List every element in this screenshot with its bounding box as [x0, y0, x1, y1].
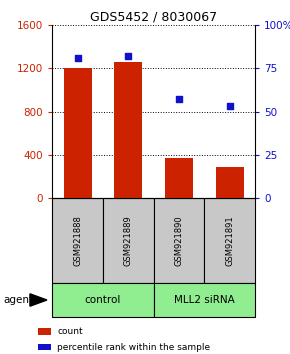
Bar [154, 283, 255, 317]
Bar [52, 198, 103, 283]
Text: MLL2 siRNA: MLL2 siRNA [174, 295, 235, 305]
Bar [216, 167, 244, 198]
Text: percentile rank within the sample: percentile rank within the sample [57, 343, 211, 352]
Title: GDS5452 / 8030067: GDS5452 / 8030067 [90, 11, 217, 24]
Bar [103, 198, 154, 283]
Polygon shape [30, 294, 47, 306]
Bar [52, 283, 154, 317]
Bar [154, 198, 204, 283]
Bar [38, 328, 51, 335]
Text: agent: agent [3, 295, 33, 305]
Bar [204, 198, 255, 283]
Bar [38, 344, 51, 350]
Point [177, 97, 182, 102]
Bar [64, 68, 92, 198]
Point [227, 103, 232, 109]
Text: GSM921889: GSM921889 [124, 215, 133, 266]
Text: GSM921891: GSM921891 [225, 215, 234, 266]
Text: control: control [85, 295, 121, 305]
Point [126, 53, 130, 59]
Text: GSM921890: GSM921890 [175, 215, 184, 266]
Text: count: count [57, 327, 83, 336]
Point [75, 55, 80, 61]
Text: GSM921888: GSM921888 [73, 215, 82, 266]
Bar [114, 62, 142, 198]
Bar [165, 158, 193, 198]
